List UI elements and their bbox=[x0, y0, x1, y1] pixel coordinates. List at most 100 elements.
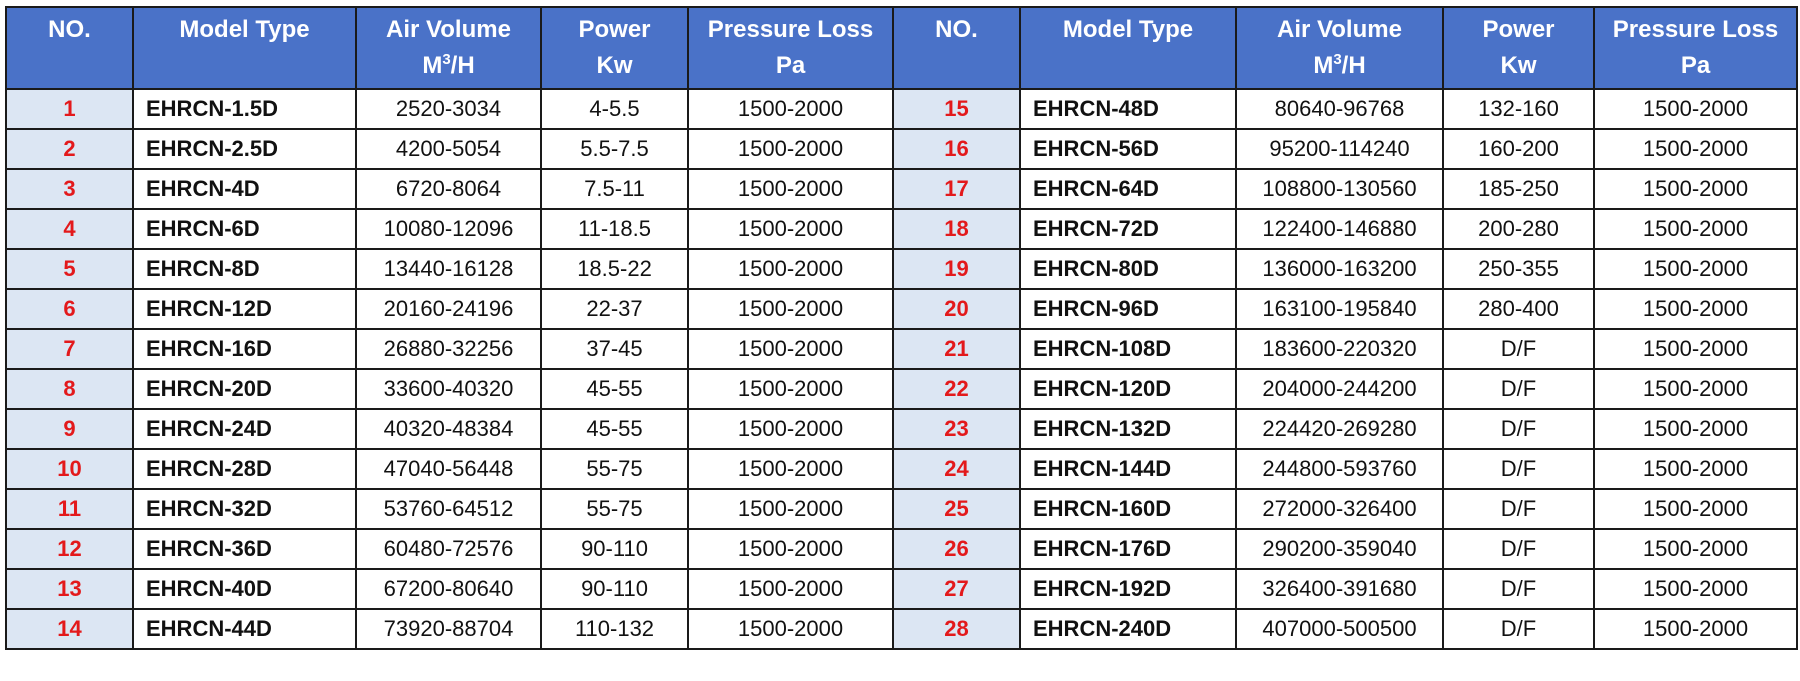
model-type-cell: EHRCN-132D bbox=[1019, 408, 1237, 450]
power-cell: 4-5.5 bbox=[540, 88, 689, 130]
table-row: 3 EHRCN-4D 6720-8064 7.5-11 1500-2000 17 EHRCN… bbox=[5, 168, 1798, 210]
model-type-cell: EHRCN-4D bbox=[132, 168, 357, 210]
table-row: 11 EHRCN-32D 53760-64512 55-75 1500-2000 25 EH… bbox=[5, 488, 1798, 530]
table-row: 14 EHRCN-44D 73920-88704 110-132 1500-2000 28… bbox=[5, 608, 1798, 650]
pressure-loss-cell: 1500-2000 bbox=[687, 528, 894, 570]
pressure-loss-cell: 1500-2000 bbox=[687, 408, 894, 450]
row-number: 18 bbox=[892, 208, 1021, 250]
air-volume-cell: 20160-24196 bbox=[355, 288, 542, 330]
power-cell: 7.5-11 bbox=[540, 168, 689, 210]
row-number: 13 bbox=[5, 568, 134, 610]
air-volume-cell: 53760-64512 bbox=[355, 488, 542, 530]
air-volume-cell: 6720-8064 bbox=[355, 168, 542, 210]
table-row: 10 EHRCN-28D 47040-56448 55-75 1500-2000 24 EH… bbox=[5, 448, 1798, 490]
model-type-cell: EHRCN-160D bbox=[1019, 488, 1237, 530]
model-type-cell: EHRCN-32D bbox=[132, 488, 357, 530]
table-row: 8 EHRCN-20D 33600-40320 45-55 1500-2000 22 EHR… bbox=[5, 368, 1798, 410]
row-number: 3 bbox=[5, 168, 134, 210]
table-row: 6 EHRCN-12D 20160-24196 22-37 1500-2000 20 EHR… bbox=[5, 288, 1798, 330]
row-number: 2 bbox=[5, 128, 134, 170]
row-number: 27 bbox=[892, 568, 1021, 610]
air-volume-cell: 40320-48384 bbox=[355, 408, 542, 450]
air-volume-cell: 73920-88704 bbox=[355, 608, 542, 650]
pressure-loss-cell: 1500-2000 bbox=[1593, 448, 1798, 490]
air-volume-cell: 4200-5054 bbox=[355, 128, 542, 170]
model-type-cell: EHRCN-12D bbox=[132, 288, 357, 330]
row-number: 17 bbox=[892, 168, 1021, 210]
power-cell: 132-160 bbox=[1442, 88, 1595, 130]
row-number: 11 bbox=[5, 488, 134, 530]
row-number: 6 bbox=[5, 288, 134, 330]
row-number: 9 bbox=[5, 408, 134, 450]
row-number: 28 bbox=[892, 608, 1021, 650]
table-row: 13 EHRCN-40D 67200-80640 90-110 1500-2000 27 E… bbox=[5, 568, 1798, 610]
power-cell: 250-355 bbox=[1442, 248, 1595, 290]
pressure-loss-cell: 1500-2000 bbox=[687, 368, 894, 410]
pressure-loss-cell: 1500-2000 bbox=[687, 568, 894, 610]
air-volume-cell: 108800-130560 bbox=[1235, 168, 1444, 210]
model-type-cell: EHRCN-2.5D bbox=[132, 128, 357, 170]
header-pressure-loss: Pressure Loss Pa bbox=[1593, 6, 1798, 90]
air-volume-cell: 272000-326400 bbox=[1235, 488, 1444, 530]
model-type-cell: EHRCN-20D bbox=[132, 368, 357, 410]
model-type-cell: EHRCN-28D bbox=[132, 448, 357, 490]
power-cell: 5.5-7.5 bbox=[540, 128, 689, 170]
model-type-cell: EHRCN-8D bbox=[132, 248, 357, 290]
model-type-cell: EHRCN-48D bbox=[1019, 88, 1237, 130]
air-volume-cell: 33600-40320 bbox=[355, 368, 542, 410]
pressure-loss-cell: 1500-2000 bbox=[687, 128, 894, 170]
pressure-loss-cell: 1500-2000 bbox=[687, 328, 894, 370]
row-number: 23 bbox=[892, 408, 1021, 450]
air-volume-cell: 136000-163200 bbox=[1235, 248, 1444, 290]
air-volume-cell: 407000-500500 bbox=[1235, 608, 1444, 650]
header-model-type: Model Type bbox=[132, 6, 357, 90]
power-cell: 280-400 bbox=[1442, 288, 1595, 330]
pressure-loss-cell: 1500-2000 bbox=[687, 168, 894, 210]
pressure-loss-cell: 1500-2000 bbox=[687, 208, 894, 250]
model-type-cell: EHRCN-176D bbox=[1019, 528, 1237, 570]
power-cell: 55-75 bbox=[540, 488, 689, 530]
header-power: Power Kw bbox=[540, 6, 689, 90]
power-cell: 90-110 bbox=[540, 528, 689, 570]
row-number: 14 bbox=[5, 608, 134, 650]
pressure-loss-cell: 1500-2000 bbox=[1593, 568, 1798, 610]
row-number: 25 bbox=[892, 488, 1021, 530]
air-volume-cell: 204000-244200 bbox=[1235, 368, 1444, 410]
pressure-loss-cell: 1500-2000 bbox=[1593, 528, 1798, 570]
power-cell: 200-280 bbox=[1442, 208, 1595, 250]
power-cell: D/F bbox=[1442, 528, 1595, 570]
table-row: 4 EHRCN-6D 10080-12096 11-18.5 1500-2000 18 EH… bbox=[5, 208, 1798, 250]
table-row: 1 EHRCN-1.5D 2520-3034 4-5.5 1500-2000 15 EHRC… bbox=[5, 88, 1798, 130]
air-volume-cell: 13440-16128 bbox=[355, 248, 542, 290]
spec-table-container: NO. Model Type Air Volume M3/H Power Kw P… bbox=[5, 6, 1798, 650]
air-volume-cell: 2520-3034 bbox=[355, 88, 542, 130]
row-number: 5 bbox=[5, 248, 134, 290]
pressure-loss-cell: 1500-2000 bbox=[1593, 408, 1798, 450]
pressure-loss-cell: 1500-2000 bbox=[1593, 368, 1798, 410]
model-type-cell: EHRCN-240D bbox=[1019, 608, 1237, 650]
header-air-volume: Air Volume M3/H bbox=[355, 6, 542, 90]
pressure-loss-cell: 1500-2000 bbox=[1593, 288, 1798, 330]
model-type-cell: EHRCN-40D bbox=[132, 568, 357, 610]
model-type-cell: EHRCN-96D bbox=[1019, 288, 1237, 330]
model-type-cell: EHRCN-16D bbox=[132, 328, 357, 370]
row-number: 26 bbox=[892, 528, 1021, 570]
model-type-cell: EHRCN-44D bbox=[132, 608, 357, 650]
header-row: NO. Model Type Air Volume M3/H Power Kw P… bbox=[5, 6, 1798, 90]
power-cell: D/F bbox=[1442, 328, 1595, 370]
pressure-loss-cell: 1500-2000 bbox=[687, 88, 894, 130]
air-volume-cell: 326400-391680 bbox=[1235, 568, 1444, 610]
power-cell: 37-45 bbox=[540, 328, 689, 370]
model-type-cell: EHRCN-144D bbox=[1019, 448, 1237, 490]
air-volume-cell: 183600-220320 bbox=[1235, 328, 1444, 370]
table-row: 2 EHRCN-2.5D 4200-5054 5.5-7.5 1500-2000 16 EH… bbox=[5, 128, 1798, 170]
model-type-cell: EHRCN-64D bbox=[1019, 168, 1237, 210]
header-power: Power Kw bbox=[1442, 6, 1595, 90]
power-cell: 45-55 bbox=[540, 368, 689, 410]
row-number: 4 bbox=[5, 208, 134, 250]
row-number: 15 bbox=[892, 88, 1021, 130]
model-type-cell: EHRCN-80D bbox=[1019, 248, 1237, 290]
pressure-loss-cell: 1500-2000 bbox=[687, 448, 894, 490]
air-volume-cell: 26880-32256 bbox=[355, 328, 542, 370]
model-spec-table: NO. Model Type Air Volume M3/H Power Kw P… bbox=[5, 6, 1798, 650]
